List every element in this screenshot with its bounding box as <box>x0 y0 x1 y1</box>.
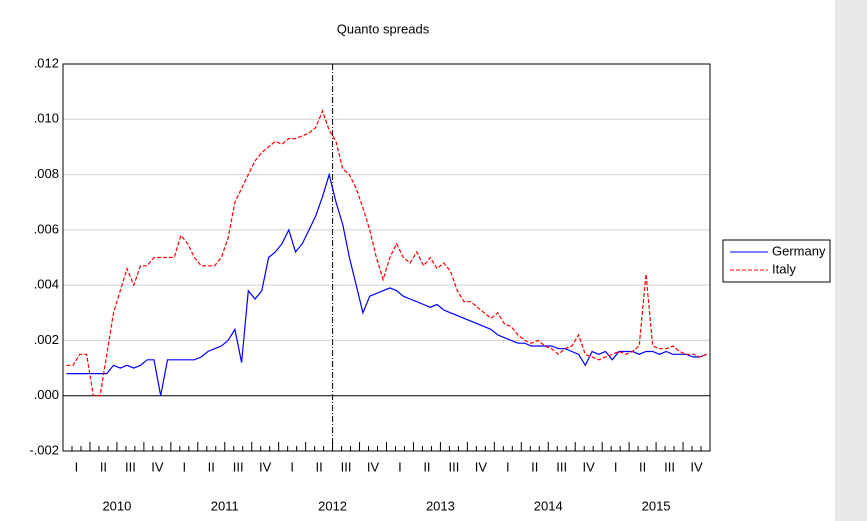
x-tick-label: III <box>556 459 567 474</box>
x-tick-label: I <box>506 459 510 474</box>
y-tick-label: .000 <box>34 387 59 402</box>
x-tick-label: II <box>315 459 322 474</box>
chart-title: Quanto spreads <box>337 21 430 36</box>
x-tick-label: I <box>183 459 187 474</box>
year-label: 2015 <box>642 498 671 513</box>
x-tick-label: IV <box>583 459 596 474</box>
year-label: 2014 <box>534 498 563 513</box>
x-tick-label: II <box>100 459 107 474</box>
y-tick-label: .006 <box>34 221 59 236</box>
series-line <box>66 109 707 397</box>
year-label: 2012 <box>318 498 347 513</box>
x-tick-label: IV <box>690 459 703 474</box>
y-tick-label: -.002 <box>29 442 59 457</box>
x-tick-label: III <box>233 459 244 474</box>
x-tick-label: IV <box>475 459 488 474</box>
x-tick-label: II <box>208 459 215 474</box>
legend-box <box>722 239 831 283</box>
year-label: 2010 <box>102 498 131 513</box>
y-tick-label: .010 <box>34 111 59 126</box>
x-tick-label: III <box>448 459 459 474</box>
x-tick-label: III <box>341 459 352 474</box>
x-tick-label: I <box>75 459 79 474</box>
y-tick-label: .002 <box>34 332 59 347</box>
y-tick-label: .008 <box>34 166 59 181</box>
side-strip <box>835 0 867 521</box>
x-tick-label: IV <box>367 459 380 474</box>
x-tick-label: IV <box>259 459 272 474</box>
year-label: 2013 <box>426 498 455 513</box>
series-line <box>66 172 707 396</box>
y-tick-label: .012 <box>34 55 59 70</box>
x-tick-label: III <box>664 459 675 474</box>
year-label: 2011 <box>211 498 239 513</box>
x-tick-label: IV <box>151 459 164 474</box>
x-tick-label: I <box>398 459 402 474</box>
x-tick-label: III <box>125 459 136 474</box>
legend-label: Italy <box>772 261 796 276</box>
x-tick-label: II <box>423 459 430 474</box>
x-tick-label: II <box>531 459 538 474</box>
x-tick-label: I <box>614 459 618 474</box>
legend-label: Germany <box>772 243 826 258</box>
y-tick-label: .004 <box>34 277 59 292</box>
x-tick-label: I <box>290 459 294 474</box>
x-tick-label: II <box>639 459 646 474</box>
